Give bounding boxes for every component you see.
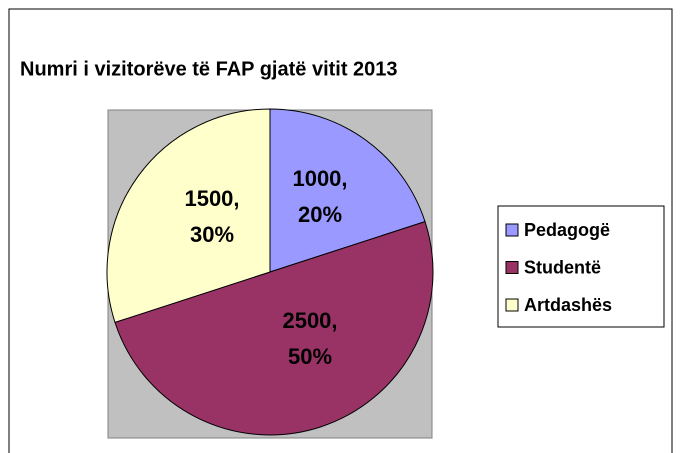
data-label: 30% xyxy=(190,222,234,247)
pie-slice xyxy=(269,108,426,273)
pie-slice xyxy=(114,220,434,436)
chart-frame xyxy=(8,8,673,453)
data-label: 50% xyxy=(288,344,332,369)
data-label: 1000, xyxy=(292,166,347,191)
chart-title: Numri i vizitorëve të FAP gjatë vitit 20… xyxy=(20,58,398,80)
legend-label: Pedagogë xyxy=(524,220,610,240)
legend-swatch xyxy=(505,261,519,274)
legend-swatch xyxy=(505,223,519,237)
pie-slice xyxy=(106,108,271,324)
data-label: 1500, xyxy=(184,186,239,211)
legend-label: Studentë xyxy=(524,257,601,277)
data-label: 20% xyxy=(298,202,342,227)
data-label: 2500, xyxy=(282,308,337,333)
legend-label: Artdashës xyxy=(524,295,612,315)
legend xyxy=(497,205,665,328)
legend-swatch xyxy=(505,298,519,312)
